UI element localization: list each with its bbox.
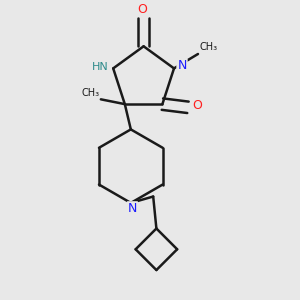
Text: N: N (128, 202, 137, 215)
Text: CH₃: CH₃ (200, 42, 218, 52)
Text: O: O (192, 99, 202, 112)
Text: N: N (177, 59, 187, 72)
Text: O: O (137, 3, 147, 16)
Text: CH₃: CH₃ (81, 88, 99, 98)
Text: HN: HN (92, 62, 109, 72)
